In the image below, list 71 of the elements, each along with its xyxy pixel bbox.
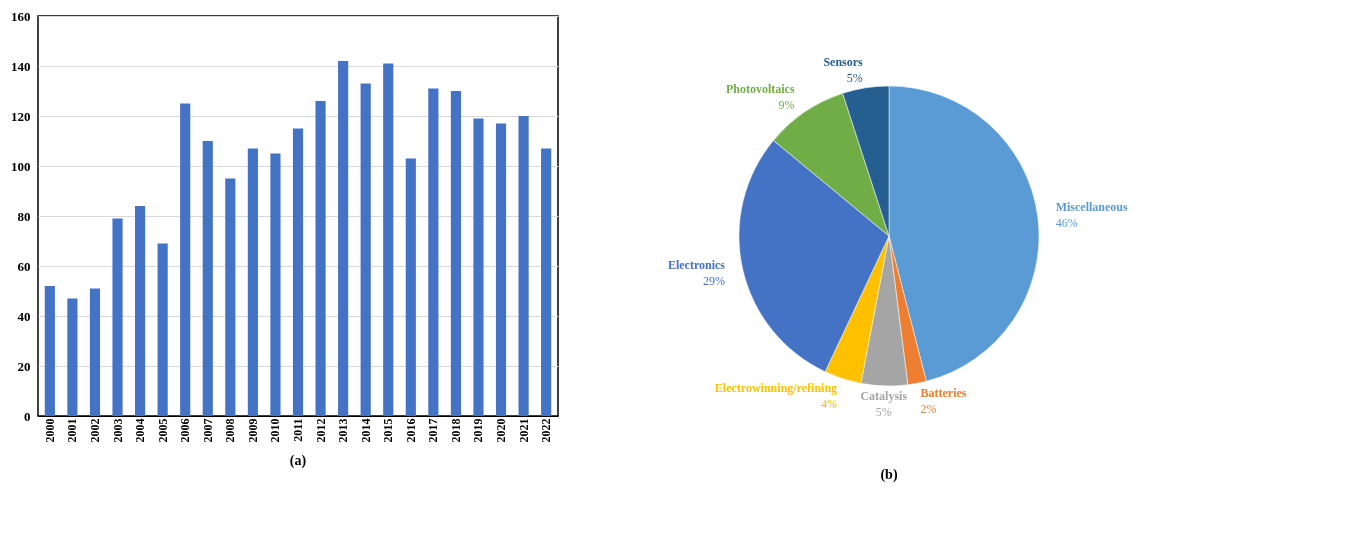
x-tick-label: 2018 xyxy=(448,418,463,443)
x-tick-label: 2000 xyxy=(42,418,57,443)
slice-label: Photovoltaics xyxy=(725,82,795,97)
x-tick-label: 2015 xyxy=(381,418,396,443)
y-tick-label: 20 xyxy=(17,358,31,374)
x-tick-label: 2014 xyxy=(358,418,373,443)
x-tick-label: 2006 xyxy=(178,418,193,443)
bar xyxy=(383,63,394,416)
x-tick-label: 2005 xyxy=(155,418,170,443)
bar xyxy=(518,116,529,416)
x-tick-label: 2011 xyxy=(291,418,305,442)
slice-label: Miscellaneous xyxy=(1055,199,1128,214)
x-tick-label: 2002 xyxy=(87,418,102,443)
bar xyxy=(338,61,349,416)
slice-label: Electronics xyxy=(667,257,726,272)
bar xyxy=(89,288,101,416)
x-tick-label: 2007 xyxy=(200,418,215,443)
x-tick-label: 2004 xyxy=(133,418,148,443)
data-label: 5% xyxy=(846,71,863,86)
y-tick-label: 60 xyxy=(17,258,31,274)
x-tick-label: 2022 xyxy=(539,418,554,443)
bar xyxy=(405,158,416,416)
bar xyxy=(135,206,146,416)
bar xyxy=(180,103,191,416)
bar xyxy=(428,88,439,416)
data-label: 29% xyxy=(703,273,726,288)
y-tick-label: 120 xyxy=(11,108,31,124)
y-tick-label: 160 xyxy=(11,8,31,24)
slice-label: Sensors xyxy=(823,55,864,70)
x-tick-label: 2019 xyxy=(471,418,486,443)
slice-label: Batteries xyxy=(920,386,967,401)
bar xyxy=(270,153,281,416)
bar xyxy=(202,141,213,416)
data-label: 2% xyxy=(920,402,937,417)
bar xyxy=(247,148,258,416)
slice-label: Catalysis xyxy=(860,388,908,403)
bar xyxy=(473,118,484,416)
x-tick-label: 2013 xyxy=(336,418,351,443)
text: (a) xyxy=(289,453,307,469)
bar xyxy=(450,91,461,416)
x-tick-label: 2003 xyxy=(110,418,125,443)
bar xyxy=(360,83,371,416)
bar xyxy=(157,243,168,416)
data-label: 4% xyxy=(821,396,838,411)
data-label: 5% xyxy=(875,404,892,419)
bar xyxy=(225,178,236,416)
bar xyxy=(315,101,326,416)
bar xyxy=(67,298,78,416)
bar xyxy=(495,123,507,416)
data-label: 9% xyxy=(778,98,795,113)
data-label: 46% xyxy=(1055,215,1078,230)
slice-label: Electrowinning/refining xyxy=(714,380,838,395)
x-tick-label: 2021 xyxy=(516,418,531,443)
y-tick-label: 0 xyxy=(24,408,31,424)
x-tick-label: 2016 xyxy=(403,418,418,443)
y-tick-label: 40 xyxy=(17,308,31,324)
x-tick-label: 2012 xyxy=(313,418,328,443)
x-tick-label: 2001 xyxy=(65,418,80,443)
bar xyxy=(292,128,304,416)
bar xyxy=(44,286,55,416)
y-tick-label: 140 xyxy=(11,58,31,74)
bar xyxy=(112,218,123,416)
y-tick-label: 100 xyxy=(11,158,31,174)
x-tick-label: 2017 xyxy=(426,418,441,443)
x-tick-label: 2009 xyxy=(245,418,260,443)
y-tick-label: 80 xyxy=(17,208,31,224)
x-tick-label: 2010 xyxy=(268,418,283,443)
bar xyxy=(541,148,552,416)
x-tick-label: 2020 xyxy=(494,418,509,443)
text: (b) xyxy=(880,467,898,483)
x-tick-label: 2008 xyxy=(223,418,238,443)
